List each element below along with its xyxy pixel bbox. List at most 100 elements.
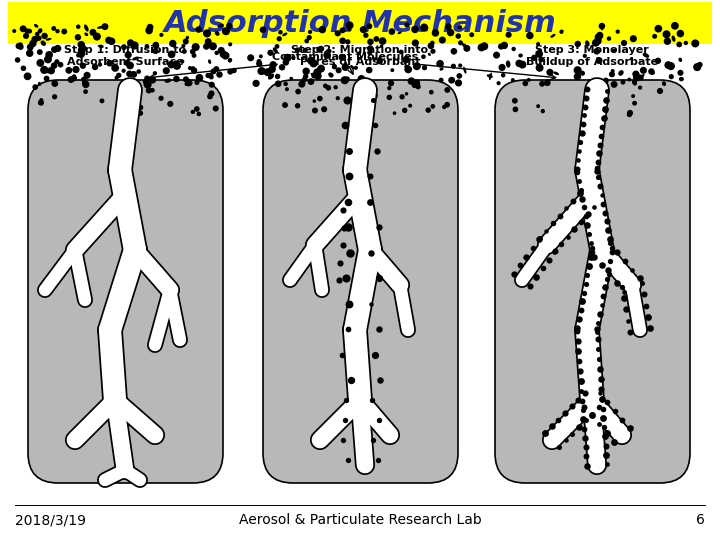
Point <box>618 294 630 302</box>
Point <box>579 434 590 442</box>
Ellipse shape <box>228 58 232 63</box>
Point <box>600 450 612 459</box>
Point <box>14 41 26 50</box>
Point <box>274 35 285 43</box>
Ellipse shape <box>506 60 510 68</box>
Point <box>600 96 611 104</box>
Point <box>461 44 472 53</box>
Point <box>533 235 544 244</box>
Point <box>39 32 50 40</box>
Point <box>665 72 677 81</box>
Point <box>520 79 531 87</box>
Point <box>171 75 182 83</box>
Point <box>228 66 240 75</box>
Point <box>45 66 57 75</box>
Ellipse shape <box>662 81 666 86</box>
Point <box>187 107 199 116</box>
Point <box>624 327 636 336</box>
Point <box>194 73 205 82</box>
Ellipse shape <box>585 40 590 46</box>
Point <box>187 64 199 72</box>
Point <box>364 172 375 181</box>
Ellipse shape <box>188 66 192 70</box>
Point <box>279 101 291 110</box>
Point <box>77 44 89 53</box>
Point <box>300 72 312 81</box>
Point <box>149 69 161 78</box>
Point <box>339 416 351 424</box>
Point <box>574 367 585 375</box>
Point <box>135 103 146 112</box>
Ellipse shape <box>439 68 444 71</box>
Point <box>438 103 450 111</box>
Point <box>328 63 340 71</box>
Point <box>455 38 467 47</box>
Point <box>358 25 369 34</box>
Point <box>265 49 276 57</box>
Point <box>324 47 336 56</box>
Ellipse shape <box>37 28 42 33</box>
Point <box>22 72 33 80</box>
Point <box>423 106 434 114</box>
Ellipse shape <box>462 43 467 48</box>
Text: Step 2: Migration into
Pores of Adsorbant: Step 2: Migration into Pores of Adsorban… <box>292 45 428 66</box>
Point <box>156 31 167 39</box>
Point <box>24 49 35 58</box>
Point <box>654 87 666 96</box>
Ellipse shape <box>181 49 187 54</box>
Point <box>594 389 606 398</box>
Point <box>350 64 361 72</box>
Point <box>305 56 317 65</box>
Point <box>193 110 204 118</box>
Point <box>106 37 117 45</box>
Point <box>426 88 437 97</box>
Point <box>49 92 60 101</box>
Ellipse shape <box>310 73 314 76</box>
Point <box>330 83 341 92</box>
Point <box>325 71 337 79</box>
Point <box>225 40 236 49</box>
Point <box>399 106 410 114</box>
Point <box>256 67 267 76</box>
Point <box>442 22 454 30</box>
Point <box>576 396 588 405</box>
Point <box>593 33 604 42</box>
Ellipse shape <box>611 69 615 73</box>
Point <box>204 92 216 101</box>
Point <box>508 45 519 53</box>
Point <box>24 27 35 36</box>
Point <box>217 50 229 59</box>
Point <box>591 328 603 336</box>
Point <box>492 79 504 87</box>
Point <box>220 27 232 36</box>
Point <box>336 350 348 359</box>
Point <box>305 28 316 36</box>
Point <box>517 60 528 69</box>
Point <box>17 24 29 33</box>
Point <box>572 167 583 176</box>
Point <box>534 234 545 242</box>
Point <box>601 460 613 469</box>
Point <box>384 84 395 92</box>
Point <box>622 316 634 325</box>
Point <box>547 219 559 228</box>
Point <box>646 67 657 76</box>
Point <box>315 44 327 53</box>
Point <box>307 59 319 68</box>
Ellipse shape <box>373 57 377 62</box>
Ellipse shape <box>642 74 644 77</box>
Point <box>441 100 453 109</box>
Point <box>498 71 509 79</box>
Point <box>89 63 101 71</box>
Point <box>368 436 379 444</box>
Point <box>593 173 604 181</box>
Point <box>202 71 214 80</box>
Point <box>597 123 608 131</box>
Point <box>103 36 114 44</box>
Point <box>589 202 600 211</box>
Point <box>210 65 222 73</box>
Point <box>549 247 560 256</box>
Point <box>598 414 609 422</box>
Point <box>344 21 356 30</box>
Point <box>608 47 620 56</box>
